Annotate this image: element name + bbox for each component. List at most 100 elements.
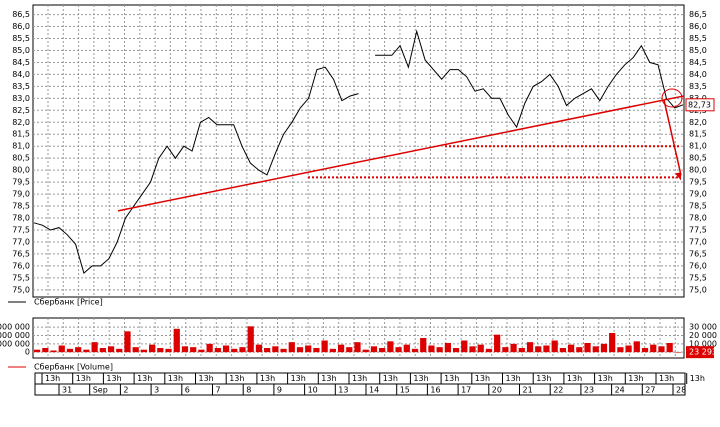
volume-bar xyxy=(296,347,304,353)
y-tick-label: 76,5 xyxy=(689,249,707,258)
y-tick-label: 78,0 xyxy=(12,214,30,223)
volume-bar xyxy=(428,345,435,353)
volume-bar xyxy=(379,348,386,353)
volume-bar xyxy=(354,342,361,353)
day-label: 31 xyxy=(62,386,72,395)
y-tick-label: 75,5 xyxy=(12,273,30,282)
hour-label: 13h xyxy=(106,374,121,383)
volume-bar xyxy=(157,348,164,353)
day-label: 14 xyxy=(369,386,379,395)
y-tick-label: 83,0 xyxy=(12,94,30,103)
hour-label: 13h xyxy=(659,374,674,383)
y-tick-label: 79,5 xyxy=(12,178,30,187)
day-label: 13 xyxy=(338,386,348,395)
day-label: 20 xyxy=(492,386,502,395)
y-tick-label: 85,0 xyxy=(12,46,30,55)
legend-label: Сбербанк [Volume] xyxy=(34,363,113,372)
hour-label: 13h xyxy=(536,374,551,383)
last-label: 82,73 xyxy=(688,100,711,109)
y-tick-label: 76,0 xyxy=(689,261,707,270)
volume-bar xyxy=(666,343,673,353)
volume-bar xyxy=(231,348,238,353)
arrow xyxy=(663,99,682,176)
volume-bar xyxy=(173,328,180,353)
day-label: 3 xyxy=(154,386,159,395)
volume-bar xyxy=(444,343,451,353)
day-label: 7 xyxy=(216,386,221,395)
volume-bar xyxy=(66,348,74,353)
y-tick-label: 77,0 xyxy=(689,237,707,246)
day-label: 10 xyxy=(308,386,318,395)
y-tick-label: 82,5 xyxy=(12,106,30,115)
volume-bar xyxy=(436,347,443,353)
hour-label: 13h xyxy=(137,374,152,383)
last-box xyxy=(685,98,715,112)
y-tick-label: 81,5 xyxy=(12,130,30,139)
volume-bar xyxy=(247,326,254,353)
day-label: 24 xyxy=(615,386,625,395)
y-tick-label: 20 000 000 xyxy=(0,331,30,340)
hour-label: 13h xyxy=(45,374,60,383)
volume-bar xyxy=(50,350,57,353)
volume-bar xyxy=(165,348,172,353)
volume-bar xyxy=(272,346,279,353)
day-label: 9 xyxy=(277,386,282,395)
day-label: 28 xyxy=(676,386,686,395)
volume-bar xyxy=(395,347,402,353)
volume-bar xyxy=(543,345,550,353)
y-tick-label: 85,5 xyxy=(12,34,30,43)
y-tick-label: 30 000 000 xyxy=(689,323,720,332)
day-label: 23 xyxy=(584,386,594,395)
volume-bar xyxy=(567,344,575,353)
hour-label: 13h xyxy=(690,374,705,383)
volume-bar xyxy=(91,342,98,353)
volume-bar xyxy=(641,348,649,353)
y-tick-label: 85,5 xyxy=(689,34,707,43)
hour-label: 13h xyxy=(76,374,91,383)
volume-bar xyxy=(42,348,49,353)
day-label: 16 xyxy=(430,386,440,395)
volume-bar xyxy=(181,346,189,353)
hour-label: 13h xyxy=(383,374,398,383)
y-tick-label: 78,0 xyxy=(689,214,707,223)
volume-bar xyxy=(420,338,427,353)
y-tick-label: 84,0 xyxy=(689,70,707,79)
volume-bar xyxy=(75,347,82,353)
volume-bar xyxy=(140,349,148,353)
volume-bar xyxy=(321,340,328,353)
day-label: 17 xyxy=(461,386,471,395)
y-tick-label: 75,0 xyxy=(12,285,30,294)
volume-bar xyxy=(526,342,534,353)
volume-bar xyxy=(387,341,394,353)
arrow-head xyxy=(675,172,681,181)
volume-bar xyxy=(83,349,90,353)
hour-label: 13h xyxy=(352,374,367,383)
hour-label: 13h xyxy=(628,374,643,383)
day-label: 27 xyxy=(645,386,655,395)
y-tick-label: 80,5 xyxy=(689,154,707,163)
hour-label: 13h xyxy=(567,374,582,383)
volume-bar xyxy=(674,352,681,353)
volume-bar xyxy=(99,348,106,353)
volume-frame xyxy=(32,317,685,359)
day-label: 21 xyxy=(523,386,533,395)
volume-bar xyxy=(411,348,419,353)
volume-bar xyxy=(576,347,583,353)
y-tick-label: 83,5 xyxy=(689,82,707,91)
volume-bar xyxy=(650,344,657,353)
volume-bar xyxy=(625,345,632,353)
day-label: 2 xyxy=(123,386,128,395)
volume-bar xyxy=(116,348,123,353)
volume-bar xyxy=(222,345,230,353)
hour-label: 13h xyxy=(475,374,490,383)
y-tick-label: 82,0 xyxy=(689,118,707,127)
volume-bar xyxy=(518,348,525,353)
y-tick-label: 77,5 xyxy=(689,225,707,234)
volume-bar xyxy=(149,344,156,353)
volume-bar xyxy=(510,343,517,353)
volume-bar xyxy=(34,349,41,353)
y-tick-label: 86,0 xyxy=(12,22,30,31)
price-line xyxy=(33,29,684,274)
y-tick-label: 84,5 xyxy=(12,58,30,67)
